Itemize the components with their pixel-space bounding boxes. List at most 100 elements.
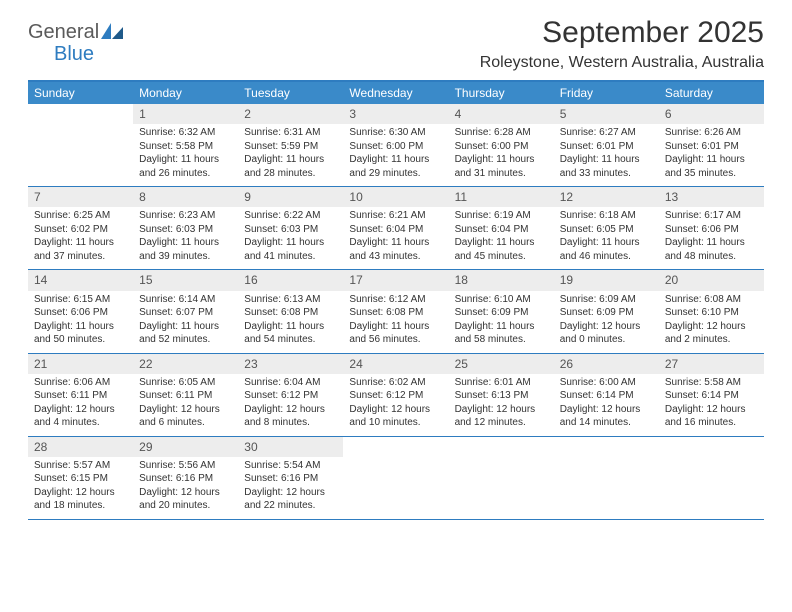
day-sunset: Sunset: 6:03 PM bbox=[139, 223, 232, 237]
day-daylight1: Daylight: 11 hours bbox=[139, 236, 232, 250]
calendar-page: General Blue September 2025 Roleystone, … bbox=[0, 0, 792, 536]
day-cell: 14Sunrise: 6:15 AMSunset: 6:06 PMDayligh… bbox=[28, 270, 133, 352]
day-cell: 27Sunrise: 5:58 AMSunset: 6:14 PMDayligh… bbox=[659, 354, 764, 436]
day-body: Sunrise: 5:54 AMSunset: 6:16 PMDaylight:… bbox=[238, 457, 343, 519]
day-daylight2: and 0 minutes. bbox=[560, 333, 653, 347]
header: General Blue September 2025 Roleystone, … bbox=[28, 16, 764, 72]
day-cell bbox=[343, 437, 448, 519]
day-sunset: Sunset: 6:09 PM bbox=[455, 306, 548, 320]
day-body: Sunrise: 6:04 AMSunset: 6:12 PMDaylight:… bbox=[238, 374, 343, 436]
day-cell: 4Sunrise: 6:28 AMSunset: 6:00 PMDaylight… bbox=[449, 104, 554, 186]
day-cell: 29Sunrise: 5:56 AMSunset: 6:16 PMDayligh… bbox=[133, 437, 238, 519]
day-sunrise: Sunrise: 6:00 AM bbox=[560, 376, 653, 390]
day-cell: 23Sunrise: 6:04 AMSunset: 6:12 PMDayligh… bbox=[238, 354, 343, 436]
day-number: 8 bbox=[133, 187, 238, 207]
day-daylight1: Daylight: 12 hours bbox=[244, 486, 337, 500]
day-daylight2: and 56 minutes. bbox=[349, 333, 442, 347]
day-cell bbox=[659, 437, 764, 519]
day-sunrise: Sunrise: 6:05 AM bbox=[139, 376, 232, 390]
weekday-header: Sunday bbox=[28, 82, 133, 104]
day-body: Sunrise: 5:56 AMSunset: 6:16 PMDaylight:… bbox=[133, 457, 238, 519]
day-body: Sunrise: 6:18 AMSunset: 6:05 PMDaylight:… bbox=[554, 207, 659, 269]
day-cell: 30Sunrise: 5:54 AMSunset: 6:16 PMDayligh… bbox=[238, 437, 343, 519]
day-body: Sunrise: 6:14 AMSunset: 6:07 PMDaylight:… bbox=[133, 291, 238, 353]
day-daylight1: Daylight: 11 hours bbox=[665, 153, 758, 167]
day-daylight2: and 37 minutes. bbox=[34, 250, 127, 264]
weekday-header: Tuesday bbox=[238, 82, 343, 104]
day-sunset: Sunset: 6:05 PM bbox=[560, 223, 653, 237]
week-row: 7Sunrise: 6:25 AMSunset: 6:02 PMDaylight… bbox=[28, 187, 764, 270]
day-cell: 5Sunrise: 6:27 AMSunset: 6:01 PMDaylight… bbox=[554, 104, 659, 186]
day-body: Sunrise: 6:22 AMSunset: 6:03 PMDaylight:… bbox=[238, 207, 343, 269]
day-cell: 26Sunrise: 6:00 AMSunset: 6:14 PMDayligh… bbox=[554, 354, 659, 436]
logo-sail-icon bbox=[101, 23, 123, 44]
day-body: Sunrise: 6:09 AMSunset: 6:09 PMDaylight:… bbox=[554, 291, 659, 353]
day-sunset: Sunset: 6:04 PM bbox=[349, 223, 442, 237]
day-number: 12 bbox=[554, 187, 659, 207]
day-daylight1: Daylight: 11 hours bbox=[34, 236, 127, 250]
day-daylight2: and 22 minutes. bbox=[244, 499, 337, 513]
day-body: Sunrise: 6:19 AMSunset: 6:04 PMDaylight:… bbox=[449, 207, 554, 269]
weekday-header: Saturday bbox=[659, 82, 764, 104]
day-daylight1: Daylight: 12 hours bbox=[34, 403, 127, 417]
day-sunset: Sunset: 6:16 PM bbox=[139, 472, 232, 486]
day-body: Sunrise: 6:17 AMSunset: 6:06 PMDaylight:… bbox=[659, 207, 764, 269]
day-sunrise: Sunrise: 6:10 AM bbox=[455, 293, 548, 307]
day-daylight2: and 50 minutes. bbox=[34, 333, 127, 347]
day-daylight1: Daylight: 11 hours bbox=[455, 236, 548, 250]
weekday-header: Wednesday bbox=[343, 82, 448, 104]
weekday-header: Friday bbox=[554, 82, 659, 104]
day-body: Sunrise: 5:57 AMSunset: 6:15 PMDaylight:… bbox=[28, 457, 133, 519]
day-daylight2: and 2 minutes. bbox=[665, 333, 758, 347]
day-sunset: Sunset: 6:08 PM bbox=[244, 306, 337, 320]
day-daylight2: and 28 minutes. bbox=[244, 167, 337, 181]
week-row: 21Sunrise: 6:06 AMSunset: 6:11 PMDayligh… bbox=[28, 354, 764, 437]
day-number: 16 bbox=[238, 270, 343, 290]
day-number: 6 bbox=[659, 104, 764, 124]
day-number: 20 bbox=[659, 270, 764, 290]
day-cell: 19Sunrise: 6:09 AMSunset: 6:09 PMDayligh… bbox=[554, 270, 659, 352]
day-sunrise: Sunrise: 6:13 AM bbox=[244, 293, 337, 307]
day-number: 29 bbox=[133, 437, 238, 457]
day-sunrise: Sunrise: 6:23 AM bbox=[139, 209, 232, 223]
day-cell: 13Sunrise: 6:17 AMSunset: 6:06 PMDayligh… bbox=[659, 187, 764, 269]
day-number: 26 bbox=[554, 354, 659, 374]
day-daylight2: and 16 minutes. bbox=[665, 416, 758, 430]
day-daylight2: and 8 minutes. bbox=[244, 416, 337, 430]
day-sunset: Sunset: 6:12 PM bbox=[349, 389, 442, 403]
day-sunset: Sunset: 6:10 PM bbox=[665, 306, 758, 320]
day-sunrise: Sunrise: 6:31 AM bbox=[244, 126, 337, 140]
day-body: Sunrise: 6:32 AMSunset: 5:58 PMDaylight:… bbox=[133, 124, 238, 186]
day-daylight1: Daylight: 12 hours bbox=[665, 403, 758, 417]
day-body: Sunrise: 6:05 AMSunset: 6:11 PMDaylight:… bbox=[133, 374, 238, 436]
day-sunset: Sunset: 6:12 PM bbox=[244, 389, 337, 403]
day-daylight2: and 35 minutes. bbox=[665, 167, 758, 181]
day-number: 15 bbox=[133, 270, 238, 290]
day-cell: 7Sunrise: 6:25 AMSunset: 6:02 PMDaylight… bbox=[28, 187, 133, 269]
day-number: 27 bbox=[659, 354, 764, 374]
weekday-header: Thursday bbox=[449, 82, 554, 104]
day-daylight1: Daylight: 11 hours bbox=[455, 320, 548, 334]
day-sunrise: Sunrise: 6:09 AM bbox=[560, 293, 653, 307]
weekday-row: Sunday Monday Tuesday Wednesday Thursday… bbox=[28, 82, 764, 104]
day-daylight2: and 4 minutes. bbox=[34, 416, 127, 430]
day-body: Sunrise: 6:15 AMSunset: 6:06 PMDaylight:… bbox=[28, 291, 133, 353]
day-sunset: Sunset: 6:04 PM bbox=[455, 223, 548, 237]
day-daylight1: Daylight: 12 hours bbox=[665, 320, 758, 334]
day-number: 28 bbox=[28, 437, 133, 457]
day-cell bbox=[449, 437, 554, 519]
day-cell: 10Sunrise: 6:21 AMSunset: 6:04 PMDayligh… bbox=[343, 187, 448, 269]
day-sunset: Sunset: 5:59 PM bbox=[244, 140, 337, 154]
day-cell bbox=[28, 104, 133, 186]
day-number: 18 bbox=[449, 270, 554, 290]
day-number: 7 bbox=[28, 187, 133, 207]
day-daylight1: Daylight: 11 hours bbox=[560, 153, 653, 167]
day-number: 21 bbox=[28, 354, 133, 374]
day-daylight1: Daylight: 12 hours bbox=[560, 403, 653, 417]
day-body: Sunrise: 6:06 AMSunset: 6:11 PMDaylight:… bbox=[28, 374, 133, 436]
day-cell: 28Sunrise: 5:57 AMSunset: 6:15 PMDayligh… bbox=[28, 437, 133, 519]
day-sunrise: Sunrise: 6:17 AM bbox=[665, 209, 758, 223]
day-daylight2: and 14 minutes. bbox=[560, 416, 653, 430]
day-daylight1: Daylight: 11 hours bbox=[349, 236, 442, 250]
day-daylight1: Daylight: 12 hours bbox=[34, 486, 127, 500]
